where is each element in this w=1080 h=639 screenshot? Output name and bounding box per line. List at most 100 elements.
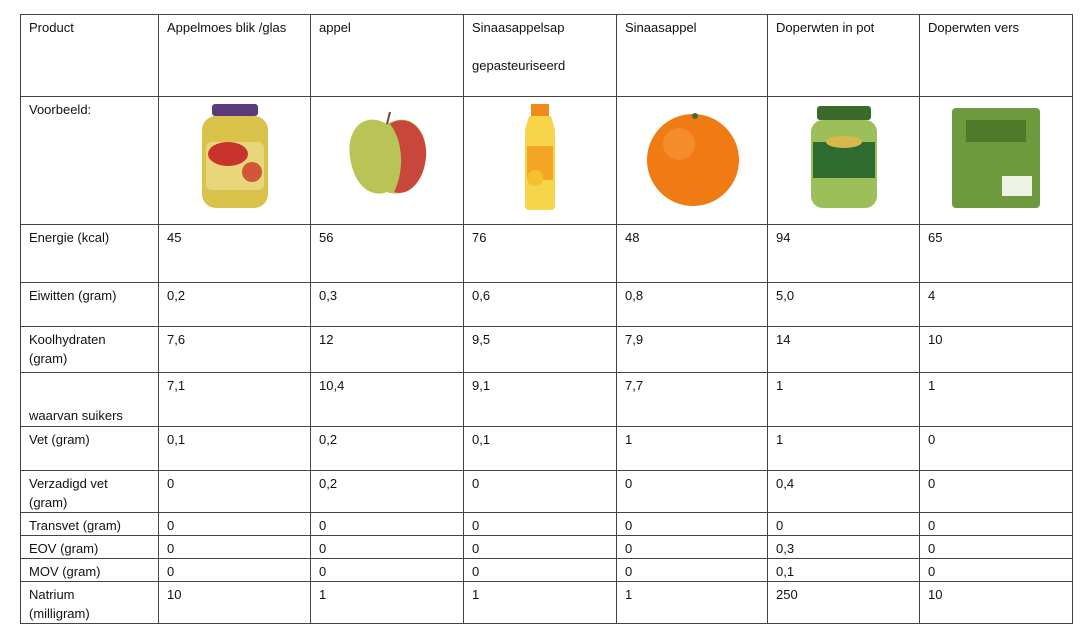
row-label: EOV (gram) bbox=[29, 541, 99, 556]
header-text: Sinaasappel bbox=[625, 20, 697, 35]
row-label: Koolhydraten (gram) bbox=[29, 332, 106, 366]
value-cell: 1 bbox=[310, 581, 464, 624]
header-cell: Sinaasappelsap gepasteuriseerd bbox=[463, 14, 617, 97]
apple-image bbox=[349, 111, 427, 194]
value: 10 bbox=[167, 587, 182, 602]
value: 1 bbox=[472, 587, 480, 602]
header-text: Doperwten in pot bbox=[776, 20, 875, 35]
value: 94 bbox=[776, 230, 791, 245]
value-cell: 76 bbox=[463, 224, 617, 283]
value-cell: 0 bbox=[463, 470, 617, 513]
value-cell: 0 bbox=[310, 535, 464, 559]
pea-jar-image bbox=[810, 106, 877, 208]
value-cell: 0,1 bbox=[463, 426, 617, 471]
data-row: Energie (kcal) 45 56 76 48 94 65 bbox=[20, 224, 1073, 283]
row-label-cell: Transvet (gram) bbox=[20, 512, 159, 536]
value-cell: 0 bbox=[463, 535, 617, 559]
image-cell bbox=[616, 96, 768, 225]
value: 0 bbox=[928, 541, 936, 556]
value: 76 bbox=[472, 230, 487, 245]
value-cell: 45 bbox=[158, 224, 311, 283]
row-label-cell: Verzadigd vet (gram) bbox=[20, 470, 159, 513]
value-cell: 10,4 bbox=[310, 372, 464, 427]
row-label-cell: Natrium (milligram) bbox=[20, 581, 159, 624]
header-cell: Doperwten in pot bbox=[767, 14, 920, 97]
image-cell bbox=[767, 96, 920, 225]
row-label: Natrium (milligram) bbox=[29, 587, 90, 621]
value-cell: 0,1 bbox=[158, 426, 311, 471]
value: 0 bbox=[472, 541, 480, 556]
value: 9,5 bbox=[472, 332, 491, 347]
value: 0 bbox=[928, 476, 936, 491]
value: 0 bbox=[776, 518, 784, 533]
value: 250 bbox=[776, 587, 798, 602]
header-cell: appel bbox=[310, 14, 464, 97]
value: 0 bbox=[472, 564, 480, 579]
data-row: waarvan suikers 7,1 10,4 9,1 7,7 1 1 bbox=[20, 372, 1073, 427]
value: 48 bbox=[625, 230, 640, 245]
value-cell: 0,3 bbox=[767, 535, 920, 559]
value: 1 bbox=[625, 587, 633, 602]
value-cell: 9,1 bbox=[463, 372, 617, 427]
nutrition-table: Product Appelmoes blik /glas appel Sinaa… bbox=[20, 14, 1073, 624]
value-cell: 0 bbox=[463, 558, 617, 582]
row-label-cell: Koolhydraten (gram) bbox=[20, 326, 159, 373]
header-text: gepasteuriseerd bbox=[472, 58, 566, 73]
table-body: Product Appelmoes blik /glas appel Sinaa… bbox=[20, 14, 1073, 624]
value-cell: 1 bbox=[767, 426, 920, 471]
value-cell: 0 bbox=[616, 512, 768, 536]
value: 0 bbox=[625, 541, 633, 556]
value: 4 bbox=[928, 288, 936, 303]
value: 10 bbox=[928, 587, 943, 602]
header-text: appel bbox=[319, 20, 351, 35]
value-cell: 0,2 bbox=[310, 426, 464, 471]
header-cell: Sinaasappel bbox=[616, 14, 768, 97]
value: 0,2 bbox=[319, 476, 338, 491]
value-cell: 1 bbox=[616, 581, 768, 624]
value: 0,1 bbox=[776, 564, 795, 579]
value-cell: 5,0 bbox=[767, 282, 920, 327]
value-cell: 9,5 bbox=[463, 326, 617, 373]
header-text: Product bbox=[29, 20, 74, 35]
value-cell: 7,6 bbox=[158, 326, 311, 373]
example-label: Voorbeeld: bbox=[29, 102, 92, 117]
value-cell: 10 bbox=[919, 326, 1073, 373]
value-cell: 0 bbox=[919, 426, 1073, 471]
header-cell: Appelmoes blik /glas bbox=[158, 14, 311, 97]
value: 9,1 bbox=[472, 378, 491, 393]
value-cell: 56 bbox=[310, 224, 464, 283]
value: 0 bbox=[928, 432, 936, 447]
value-cell: 7,7 bbox=[616, 372, 768, 427]
value-cell: 0 bbox=[919, 512, 1073, 536]
value-cell: 0 bbox=[158, 558, 311, 582]
value: 0 bbox=[928, 564, 936, 579]
value-cell: 0,2 bbox=[158, 282, 311, 327]
value: 56 bbox=[319, 230, 334, 245]
pea-bag-image bbox=[952, 108, 1040, 208]
value: 0 bbox=[625, 564, 633, 579]
value: 0 bbox=[472, 476, 480, 491]
data-row: MOV (gram) 0 0 0 0 0,1 0 bbox=[20, 558, 1073, 582]
value-cell: 1 bbox=[919, 372, 1073, 427]
value-cell: 0,4 bbox=[767, 470, 920, 513]
value: 1 bbox=[776, 432, 784, 447]
row-label: Vet (gram) bbox=[29, 432, 90, 447]
value: 0 bbox=[167, 541, 175, 556]
value-cell: 250 bbox=[767, 581, 920, 624]
value-cell: 12 bbox=[310, 326, 464, 373]
value: 0 bbox=[167, 564, 175, 579]
value-cell: 0 bbox=[310, 512, 464, 536]
row-label-cell: waarvan suikers bbox=[20, 372, 159, 427]
row-label: MOV (gram) bbox=[29, 564, 101, 579]
value-cell: 10 bbox=[919, 581, 1073, 624]
value: 0 bbox=[167, 518, 175, 533]
image-cell bbox=[919, 96, 1073, 225]
value: 10 bbox=[928, 332, 943, 347]
value-cell: 0 bbox=[767, 512, 920, 536]
row-label-cell: Vet (gram) bbox=[20, 426, 159, 471]
value: 0 bbox=[167, 476, 175, 491]
value-cell: 65 bbox=[919, 224, 1073, 283]
value-cell: 14 bbox=[767, 326, 920, 373]
value-cell: 0 bbox=[616, 470, 768, 513]
